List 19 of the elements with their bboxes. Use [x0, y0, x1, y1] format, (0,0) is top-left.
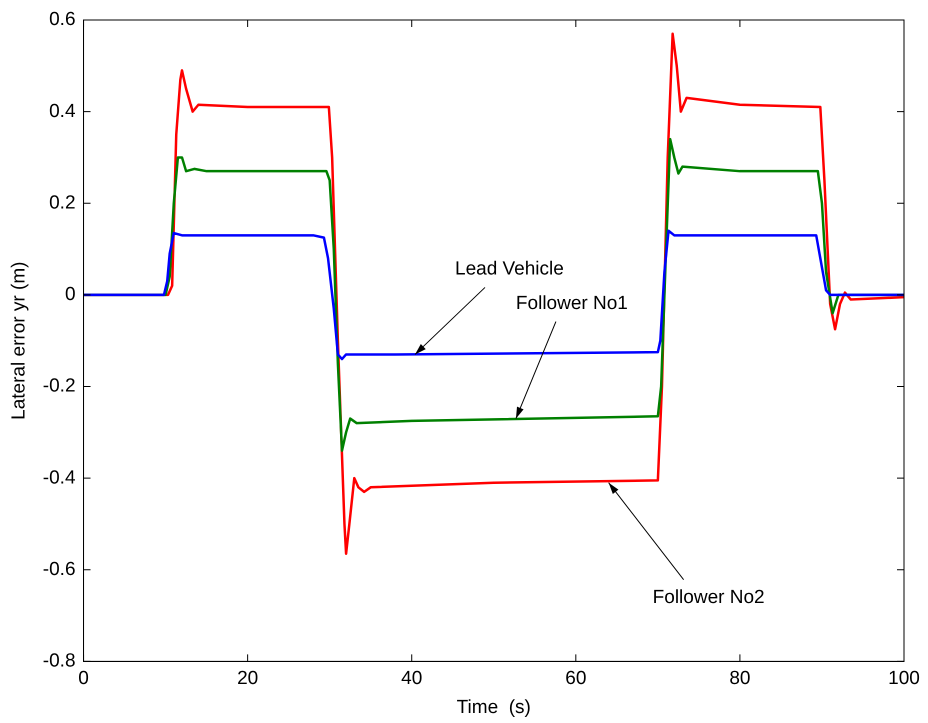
- annotation: Follower No1: [516, 292, 628, 314]
- y-tick-label: 0.4: [49, 100, 76, 122]
- y-axis-title: Lateral error yr (m): [8, 262, 30, 420]
- x-tick-label: 60: [565, 668, 586, 690]
- x-tick-label: 40: [401, 668, 422, 690]
- x-tick-label: 100: [888, 668, 920, 690]
- y-tick-label: -0.6: [42, 559, 76, 580]
- annotation: Follower No2: [652, 586, 765, 608]
- y-tick-label: -0.2: [42, 376, 76, 397]
- y-tick-label: 0.6: [49, 9, 76, 30]
- x-tick-label: 80: [729, 668, 750, 690]
- x-tick-label: 0: [78, 668, 89, 690]
- y-tick-label: 0.2: [49, 192, 76, 214]
- x-tick-label: 20: [237, 668, 258, 690]
- annotation: Lead Vehicle: [455, 258, 564, 280]
- x-axis-title: Time (s): [456, 696, 531, 718]
- y-tick-label: -0.4: [42, 467, 76, 488]
- y-tick-label: 0: [64, 284, 76, 306]
- y-tick-label: -0.8: [42, 650, 76, 672]
